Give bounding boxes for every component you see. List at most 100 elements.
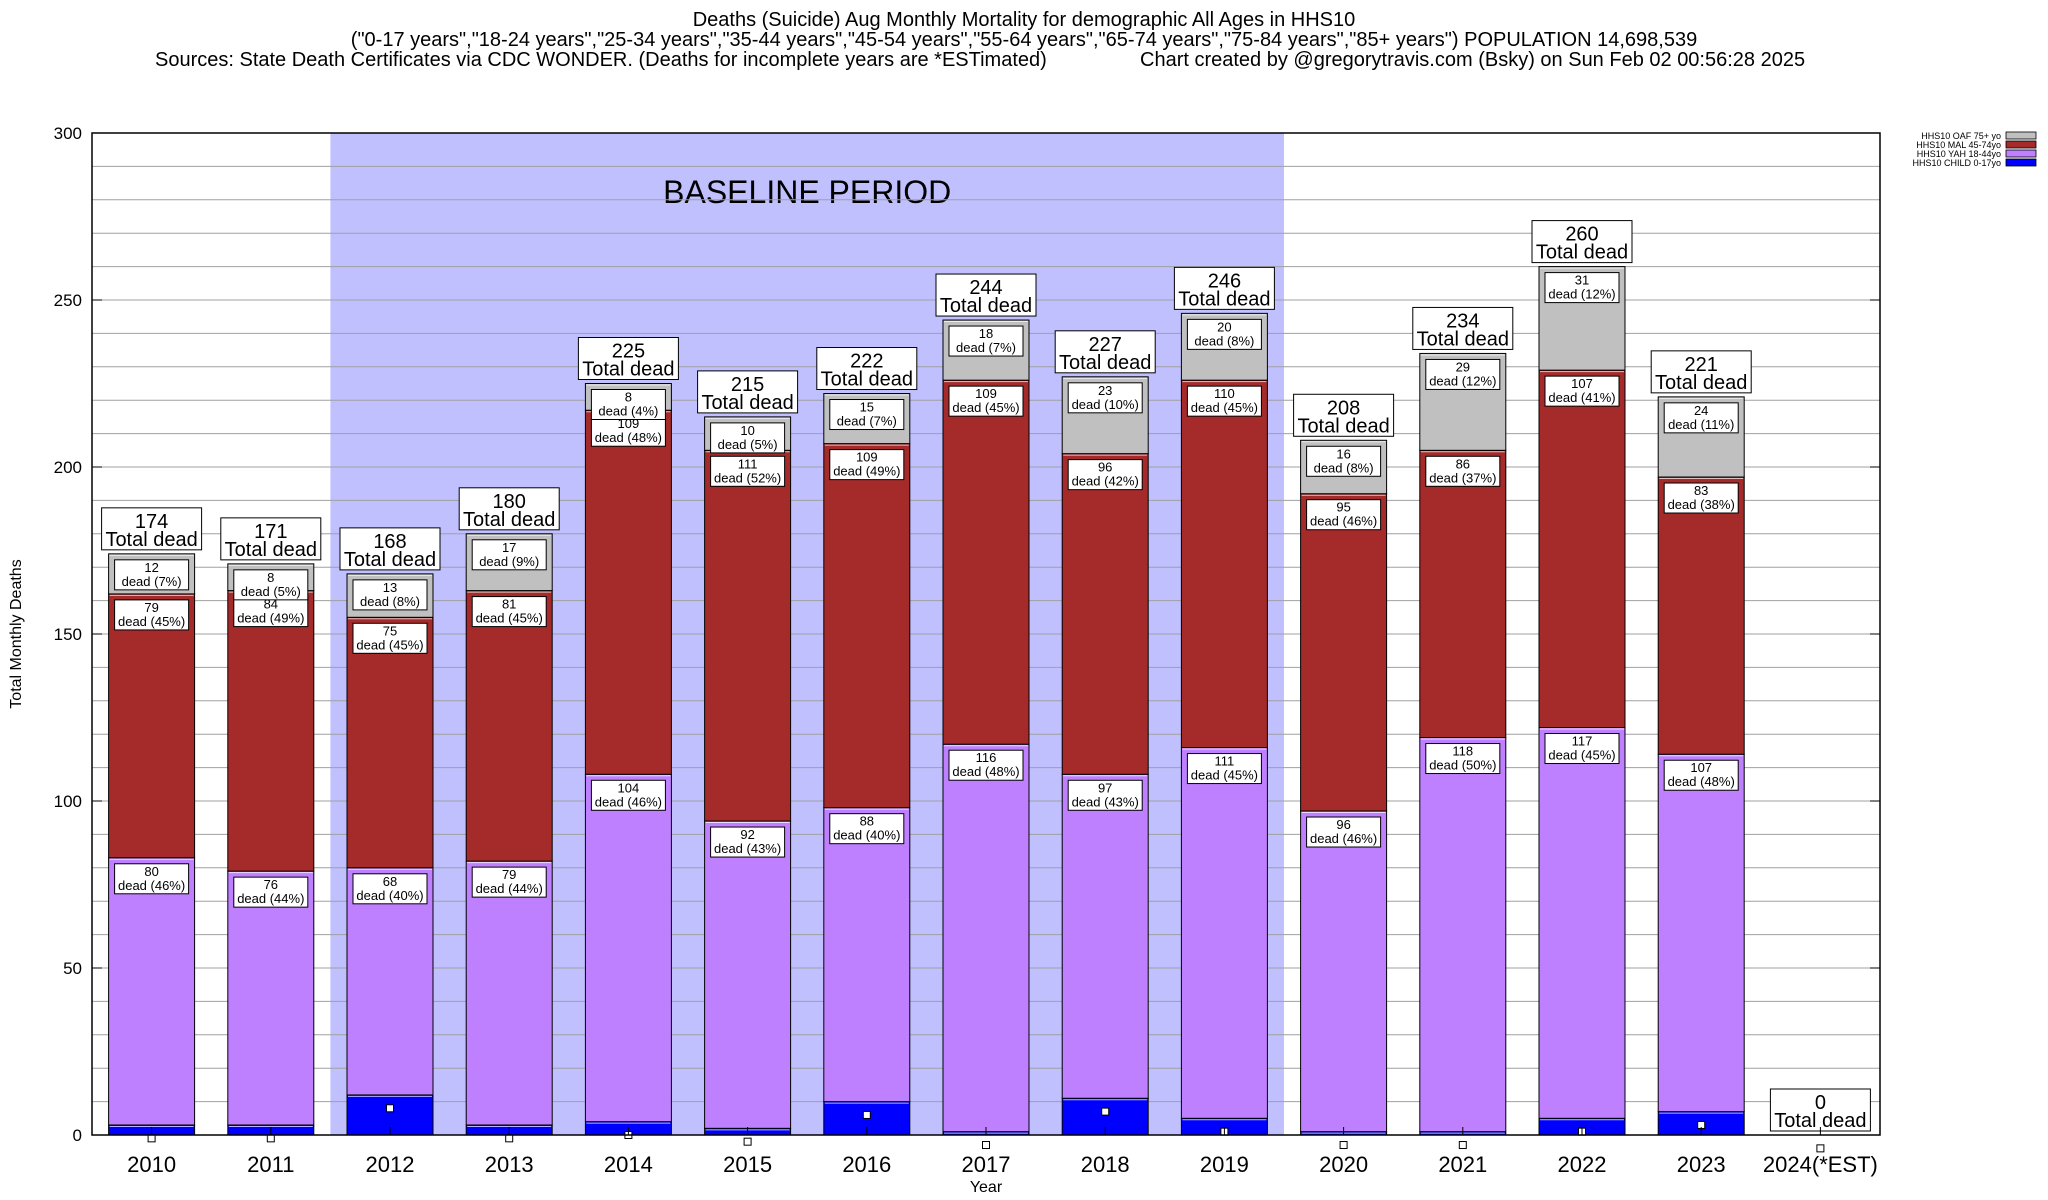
chart-title-block: Deaths (Suicide) Aug Monthly Mortality f… <box>0 10 2048 70</box>
segment-label-value: 110 <box>1214 386 1235 401</box>
segment-label-box <box>1067 382 1143 414</box>
segment-label-percent: dead (4%) <box>598 404 658 419</box>
segment-label-value: 83 <box>1694 483 1708 498</box>
segment-label-value: 13 <box>383 580 397 595</box>
segment-label-percent: dead (48%) <box>1668 774 1735 789</box>
segment-label-box <box>471 866 547 898</box>
total-label-box <box>1650 350 1752 394</box>
total-label-text: Total dead <box>582 359 674 381</box>
segment-label-percent: dead (45%) <box>1191 768 1258 783</box>
data-marker <box>266 1134 275 1143</box>
segment-label-value: 12 <box>144 560 158 575</box>
y-tick-label: 100 <box>54 792 82 811</box>
segment-label-box <box>710 422 786 454</box>
segment-label-box <box>1425 358 1501 390</box>
x-tick-label: 2022 <box>1558 1152 1607 1177</box>
segment-label-value: 15 <box>860 400 874 415</box>
segment-label-box <box>829 399 905 431</box>
y-tick-label: 300 <box>54 124 82 143</box>
total-label-box <box>1054 330 1156 374</box>
segment-label-value: 118 <box>1452 744 1473 759</box>
x-tick-label: 2017 <box>962 1152 1011 1177</box>
segment-label-value: 79 <box>502 867 516 882</box>
x-tick-label: 2015 <box>723 1152 772 1177</box>
data-marker <box>1339 1141 1348 1150</box>
segment-label-value: 92 <box>740 827 754 842</box>
bar-segment-2 <box>704 449 792 822</box>
segment-label-box <box>590 389 666 420</box>
segment-label-percent: dead (49%) <box>237 611 304 626</box>
bar-segment-2 <box>227 590 315 872</box>
data-marker <box>386 1104 394 1113</box>
segment-label-percent: dead (45%) <box>476 611 543 626</box>
segment-label-percent: dead (40%) <box>356 888 423 903</box>
total-label-value: 171 <box>254 521 287 543</box>
segment-label-value: 111 <box>738 456 758 471</box>
segment-label-value: 95 <box>1336 500 1350 515</box>
segment-label-box <box>114 863 190 895</box>
x-tick-label: 2023 <box>1677 1152 1726 1177</box>
segment-label-box <box>114 599 190 631</box>
chart-title: Deaths (Suicide) Aug Monthly Mortality f… <box>692 9 1356 31</box>
total-label-text: Total dead <box>1536 242 1628 264</box>
segment-label-box <box>233 569 309 601</box>
bar-segment-1 <box>465 860 553 1126</box>
chart-sources-text: Sources: State Death Certificates via CD… <box>155 49 1047 71</box>
segment-label-value: 8 <box>267 570 274 585</box>
bar-segment-1 <box>227 870 315 1126</box>
x-tick-label: 2024(*EST) <box>1763 1152 1878 1177</box>
segment-label-value: 17 <box>502 540 516 555</box>
segment-label-value: 18 <box>979 326 993 341</box>
segment-label-box <box>1425 743 1501 775</box>
x-tick-label: 2011 <box>247 1152 294 1177</box>
segment-label-percent: dead (8%) <box>360 594 420 609</box>
total-label-box <box>577 337 679 380</box>
x-tick-label: 2014 <box>604 1152 653 1177</box>
segment-label-percent: dead (45%) <box>118 614 185 629</box>
segment-label-value: 29 <box>1456 359 1470 374</box>
segment-label-value: 109 <box>975 386 997 401</box>
segment-label-box <box>1306 499 1382 531</box>
bar-segment-2 <box>1300 493 1388 812</box>
segment-label-box <box>1425 455 1501 487</box>
total-label-value: 174 <box>135 511 168 533</box>
total-label-text: Total dead <box>463 509 555 531</box>
segment-label-value: 76 <box>264 877 278 892</box>
segment-label-value: 96 <box>1098 460 1112 475</box>
segment-label-percent: dead (43%) <box>714 841 781 856</box>
segment-label-box <box>352 873 428 905</box>
segment-label-percent: dead (8%) <box>1314 460 1374 475</box>
legend-swatch <box>2005 140 2037 149</box>
segment-label-percent: dead (5%) <box>241 584 301 599</box>
segment-label-value: 75 <box>383 623 397 638</box>
segment-label-box <box>471 539 547 571</box>
y-tick-label: 250 <box>54 291 82 310</box>
data-marker <box>505 1134 514 1143</box>
segment-label-value: 24 <box>1694 403 1708 418</box>
segment-label-percent: dead (12%) <box>1429 373 1496 388</box>
segment-label-percent: dead (44%) <box>237 891 304 906</box>
segment-label-percent: dead (45%) <box>952 400 1019 415</box>
segment-label-percent: dead (42%) <box>1072 474 1139 489</box>
segment-label-box <box>1306 445 1382 477</box>
segment-label-value: 31 <box>1575 273 1589 288</box>
segment-label-percent: dead (43%) <box>1072 794 1139 809</box>
data-marker <box>982 1141 990 1150</box>
segment-label-box <box>352 622 428 654</box>
total-label-value: 208 <box>1327 397 1360 419</box>
segment-label-box <box>1663 759 1739 791</box>
x-tick-label: 2021 <box>1438 1152 1487 1177</box>
segment-label-box <box>590 779 666 811</box>
total-label-value: 0 <box>1815 1092 1826 1114</box>
total-label-box <box>220 517 322 561</box>
y-tick-label: 200 <box>54 458 82 477</box>
total-label-value: 221 <box>1685 354 1718 376</box>
total-label-text: Total dead <box>1774 1110 1866 1132</box>
segment-label-percent: dead (49%) <box>833 464 900 479</box>
segment-label-value: 81 <box>502 597 516 612</box>
bar-segment-2 <box>1538 369 1626 729</box>
total-label-text: Total dead <box>1059 352 1151 374</box>
data-marker <box>1816 1144 1825 1153</box>
